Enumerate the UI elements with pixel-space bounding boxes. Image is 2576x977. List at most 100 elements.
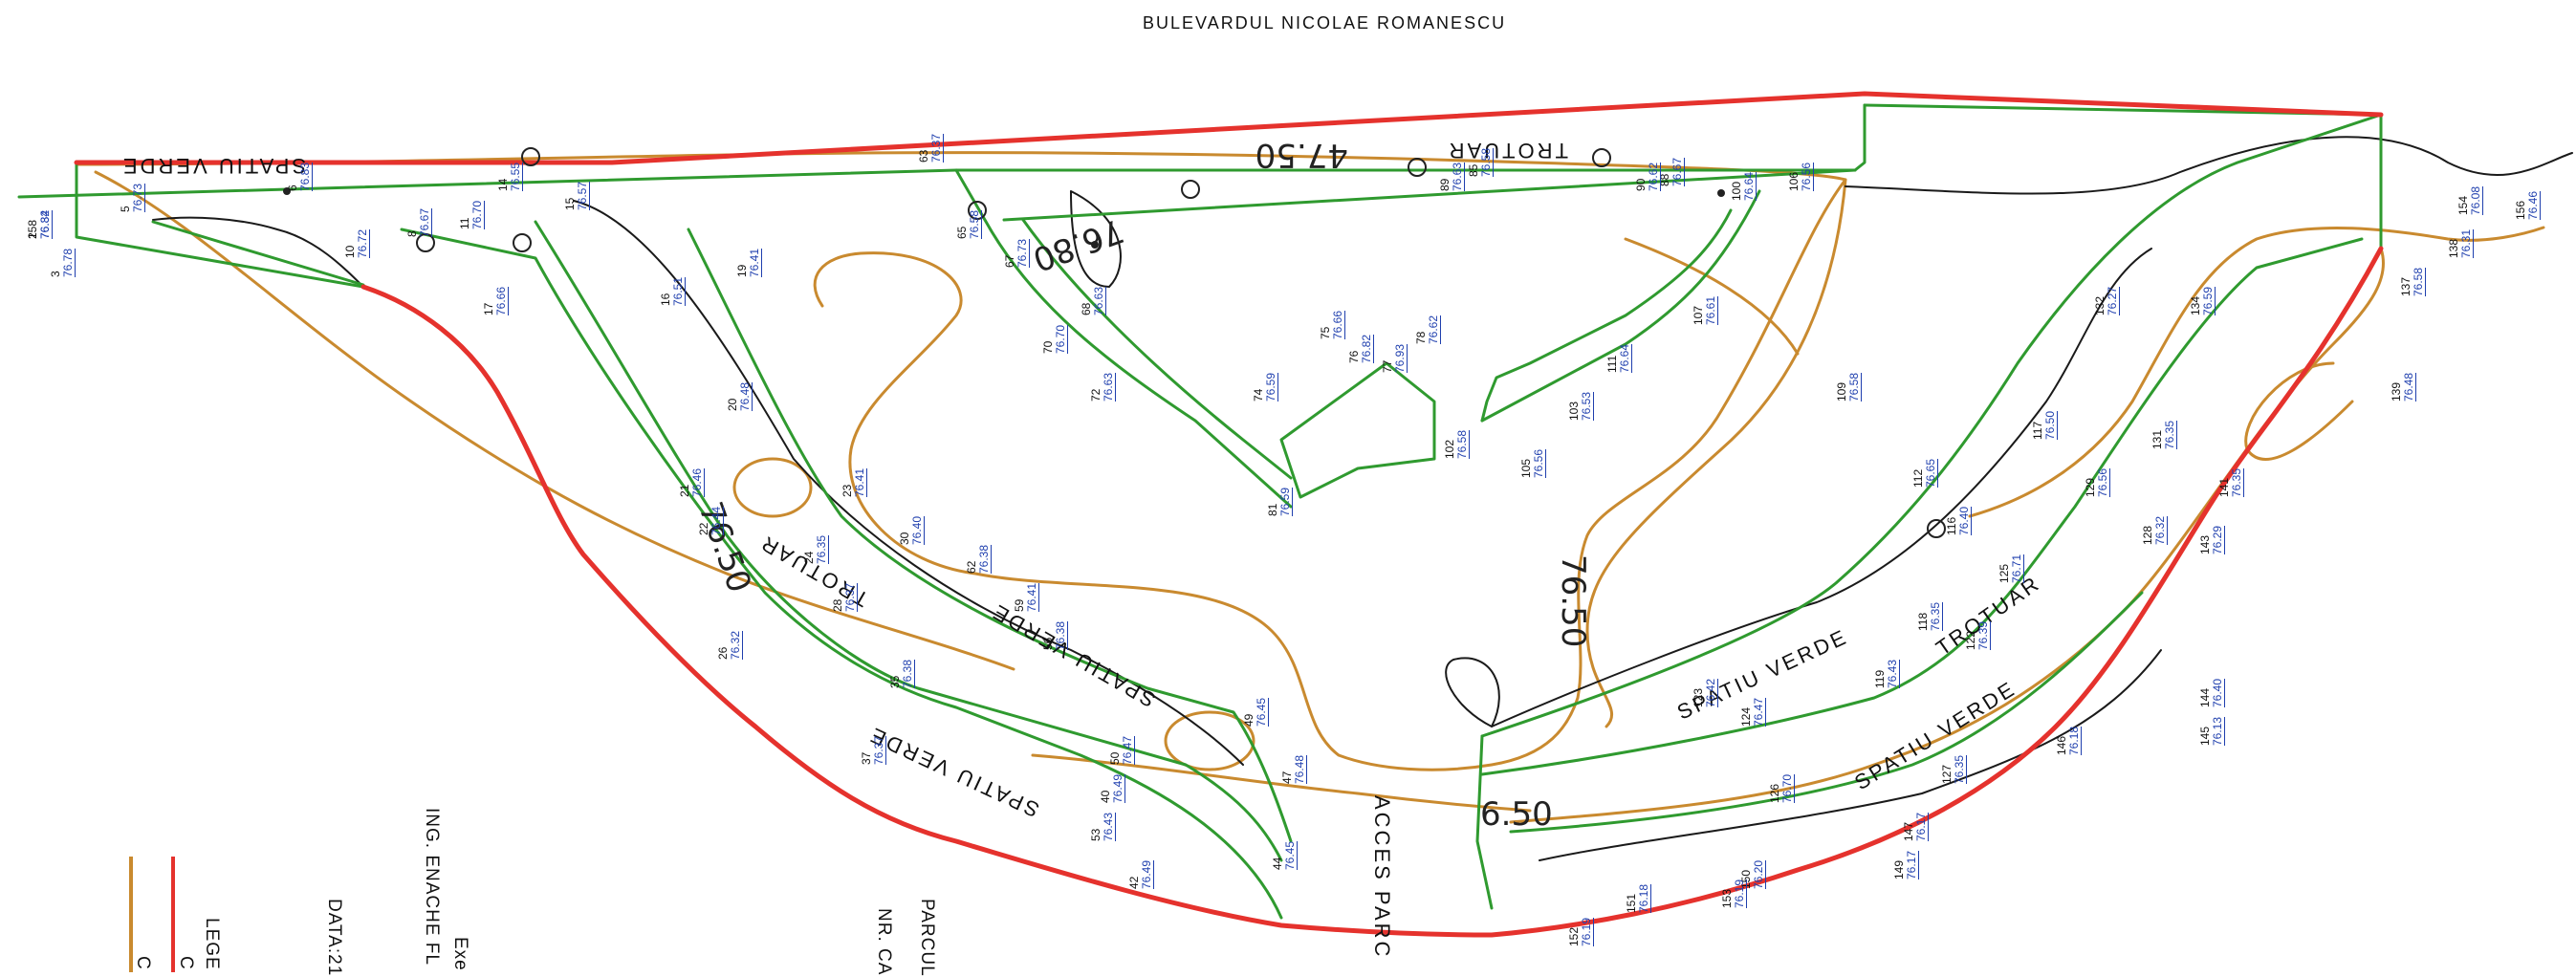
survey-point-elevation: 76.58 [1847,372,1862,402]
survey-point-label: 37 76.37 [860,735,886,765]
survey-point-elevation: 76.71 [2010,554,2024,583]
contour-line [1968,226,2545,518]
sidewalk-outline [1480,237,2364,776]
survey-point-elevation: 76.64 [1618,343,1632,373]
survey-point-label: 154 76.08 [2456,185,2483,215]
survey-point-elevation: 76.72 [356,228,370,258]
survey-point-label: 139 76.48 [2390,372,2416,402]
survey-point-elevation: 76.38 [901,659,915,688]
survey-point-elevation: 76.08 [2469,185,2483,215]
survey-point-label: 125 76.71 [1997,554,2024,583]
boundary-line [152,216,364,288]
survey-point-label: 53 76.43 [1089,812,1116,841]
survey-point-elevation: 76.32 [729,630,743,660]
survey-point-label: 62 76.38 [965,544,992,574]
survey-point-label: 118 76.35 [1916,601,1943,631]
survey-point-label: 85 76.58 [1467,147,1494,177]
zone-label-access: ACCES PARC [1370,795,1394,960]
survey-point-elevation: 76.56 [1532,448,1546,478]
survey-point-elevation: 76.59 [2201,286,2216,315]
survey-point-label: 42 76.49 [1127,859,1154,889]
survey-point-label: 8 76.67 [405,207,432,237]
survey-point-label: 22 76.44 [697,506,724,535]
contour-label: 6.50 [1480,795,1553,834]
survey-point-elevation: 76.83 [298,162,313,191]
survey-point-elevation: 76.37 [843,582,858,612]
survey-point-label: 35 76.38 [888,659,915,688]
survey-point-elevation: 76.43 [1886,659,1900,688]
survey-point-label: 143 76.29 [2198,525,2225,554]
survey-point-elevation: 76.62 [1427,315,1441,344]
survey-point-elevation: 76.35 [2230,467,2244,497]
survey-point-label: 126 76.70 [1768,773,1795,803]
survey-point-elevation: 76.35 [1953,754,1967,784]
survey-point-elevation: 76.66 [494,286,509,315]
survey-point-label: 137 76.58 [2399,267,2426,296]
survey-point-elevation: 76.49 [1111,773,1125,803]
survey-point-label: 89 76.63 [1438,162,1465,191]
sidewalk-outline [75,163,365,289]
survey-point-elevation: 76.45 [1255,697,1269,727]
survey-point-elevation: 76.56 [2096,467,2110,497]
survey-point-label: 145 76.13 [2198,716,2225,746]
survey-point-label: 28 76.37 [831,582,858,612]
sidewalk-outline [687,228,1293,843]
sidewalk-outline [534,220,1283,862]
legend-item-red: C [176,956,196,970]
survey-point-elevation: 76.39 [1976,620,1991,650]
survey-point-label: 44 76.45 [1271,840,1298,870]
survey-point-label: 158 76.32 [26,209,53,239]
survey-point-label: 153 76.19 [1720,879,1747,908]
property-boundary[interactable] [360,246,2384,938]
survey-point-elevation: 76.42 [1704,678,1718,707]
survey-point-label: 17 76.66 [482,286,509,315]
survey-point-label: 102 76.58 [1443,429,1470,459]
survey-point-elevation: 76.56 [1800,162,1814,191]
title-block-project: PARCUL [917,899,937,977]
survey-point-label: 103 76.53 [1567,391,1594,421]
boundary-line [573,200,1244,766]
legend-title: LEGE [202,918,222,970]
survey-point-label: 105 76.56 [1519,448,1546,478]
survey-point-label: 40 76.49 [1099,773,1125,803]
survey-point-label: 10 76.72 [343,228,370,258]
contour-label: 76.50 [1554,554,1592,648]
contour-closed-loop [732,457,813,518]
survey-point-elevation: 76.66 [1331,310,1345,339]
legend-item-orange: C [133,956,153,970]
survey-point-label: 78 76.62 [1414,315,1441,344]
survey-point-label: 88 76.67 [1658,157,1685,186]
survey-point-label: 6 76.83 [286,162,313,191]
survey-point-label: 65 76.58 [955,209,982,239]
survey-point-label: 15 76.57 [563,181,590,210]
survey-point-label: 111 76.64 [1605,343,1632,373]
street-name: BULEVARDUL NICOLAE ROMANESCU [1143,13,1507,33]
survey-point-elevation: 76.58 [968,209,982,239]
survey-point-elevation: 76.43 [1102,812,1116,841]
survey-point-label: 26 76.32 [716,630,743,660]
survey-point-elevation: 76.59 [1264,372,1278,402]
survey-point-label: 56 76.38 [1041,620,1068,650]
survey-point-elevation: 76.19 [1580,917,1594,946]
survey-point-label: 147 76.17 [1902,812,1929,841]
survey-point-label: 72 76.63 [1089,372,1116,402]
survey-point-label: 134 76.59 [2189,286,2216,315]
survey-point-label: 20 76.48 [726,381,753,411]
survey-point-elevation: 76.67 [418,207,432,237]
survey-point-elevation: 76.35 [1929,601,1943,631]
survey-point-label: 59 76.41 [1013,582,1039,612]
survey-point-elevation: 76.49 [1140,859,1154,889]
survey-point-label: 49 76.45 [1242,697,1269,727]
survey-point-label: 109 76.58 [1835,372,1862,402]
survey-point-label: 14 76.55 [496,162,523,191]
property-boundary[interactable] [74,91,2384,165]
survey-point-elevation: 76.70 [1780,773,1795,803]
survey-point-label: 123 76.42 [1692,678,1718,707]
survey-point-label: 23 76.41 [840,467,867,497]
sidewalk-outline [1480,208,1733,423]
sidewalk-outline [1853,103,1867,172]
survey-point-label: 151 76.18 [1625,883,1651,913]
sidewalk-outline [1002,168,1857,222]
boundary-line [1070,190,1122,288]
